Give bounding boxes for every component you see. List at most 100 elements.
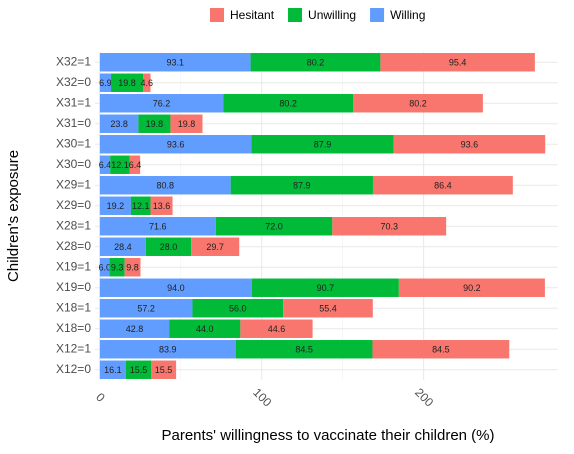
bar-segment xyxy=(145,237,192,256)
data-label: 57.2 xyxy=(137,304,155,314)
bar-segment xyxy=(124,258,141,277)
bar-segment xyxy=(252,278,399,297)
data-label: 28.4 xyxy=(114,242,132,252)
legend-swatch xyxy=(288,8,303,22)
bar-segment xyxy=(353,94,483,113)
data-label: 23.8 xyxy=(110,119,128,129)
x-tick-label: 200 xyxy=(412,385,436,409)
data-label: 19.8 xyxy=(118,78,136,88)
bar-segment xyxy=(372,340,510,359)
bar-segment xyxy=(99,258,110,277)
legend-label: Hesitant xyxy=(230,8,275,22)
data-label: 28.0 xyxy=(160,242,178,252)
data-label: 9.3 xyxy=(111,263,124,273)
data-label: 84.5 xyxy=(295,345,313,355)
data-label: 55.4 xyxy=(319,304,337,314)
legend-swatch xyxy=(370,8,385,22)
data-label: 12.1 xyxy=(132,201,150,211)
data-label: 76.2 xyxy=(153,99,171,109)
bar-segment xyxy=(393,135,546,154)
bar-segment xyxy=(99,360,126,379)
bar-segment xyxy=(215,217,333,236)
bar-segment xyxy=(99,278,253,297)
y-tick-label: X30=0 xyxy=(56,157,91,171)
data-label: 93.1 xyxy=(166,58,184,68)
data-label: 15.5 xyxy=(155,365,173,375)
data-label: 83.9 xyxy=(159,345,177,355)
legend-label: Willing xyxy=(390,8,425,22)
bar-segment xyxy=(99,340,236,359)
data-label: 84.5 xyxy=(432,345,450,355)
data-label: 42.8 xyxy=(126,324,144,334)
bar-segment xyxy=(372,176,513,195)
bar-segment xyxy=(99,237,146,256)
bar-segment xyxy=(111,73,144,92)
data-label: 6.4 xyxy=(99,160,112,170)
data-label: 29.7 xyxy=(206,242,224,252)
bar-segment xyxy=(283,299,373,318)
data-label: 95.4 xyxy=(449,58,467,68)
bar-segment xyxy=(151,360,177,379)
y-tick-label: X29=0 xyxy=(56,198,91,212)
bar-segment xyxy=(191,237,240,256)
data-label: 9.8 xyxy=(126,263,139,273)
bar-segment xyxy=(99,135,252,154)
data-label: 56.0 xyxy=(229,304,247,314)
data-label: 4.6 xyxy=(141,78,154,88)
y-tick-label: X28=0 xyxy=(56,239,91,253)
data-label: 93.6 xyxy=(167,140,185,150)
bar-segment xyxy=(99,299,193,318)
data-label: 6.9 xyxy=(99,78,112,88)
y-tick-label: X31=1 xyxy=(56,95,91,109)
bar-segment xyxy=(150,196,173,215)
data-label: 90.2 xyxy=(463,283,481,293)
data-label: 19.8 xyxy=(146,119,164,129)
bar-segment xyxy=(398,278,545,297)
y-tick-label: X19=1 xyxy=(56,259,91,273)
bar-segment xyxy=(99,196,131,215)
bar-segment xyxy=(169,319,241,338)
y-tick-label: X12=0 xyxy=(56,362,91,376)
bar-segment xyxy=(143,73,151,92)
y-tick-label: X32=1 xyxy=(56,54,91,68)
bar-segment xyxy=(250,53,381,72)
data-label: 93.6 xyxy=(461,140,479,150)
bar-segment xyxy=(380,53,535,72)
bar-segment xyxy=(192,299,284,318)
bar-segment xyxy=(99,217,216,236)
bar-segment xyxy=(99,155,111,174)
bar-segment xyxy=(138,114,171,133)
data-label: 94.0 xyxy=(167,283,185,293)
bar-segment xyxy=(170,114,203,133)
data-label: 87.9 xyxy=(314,140,332,150)
data-label: 80.2 xyxy=(409,99,427,109)
y-tick-label: X18=0 xyxy=(56,321,91,335)
x-tick-label: 100 xyxy=(250,385,274,409)
data-label: 86.4 xyxy=(434,181,452,191)
data-label: 6.0 xyxy=(98,263,111,273)
data-label: 80.8 xyxy=(156,181,174,191)
y-tick-label: X32=0 xyxy=(56,75,91,89)
data-label: 72.0 xyxy=(265,222,283,232)
bar-segment xyxy=(332,217,447,236)
y-tick-label: X12=1 xyxy=(56,341,91,355)
data-label: 70.3 xyxy=(380,222,398,232)
data-label: 13.6 xyxy=(153,201,171,211)
bar-segment xyxy=(240,319,313,338)
bar-segment xyxy=(110,155,130,174)
bar-segment xyxy=(125,360,152,379)
x-axis-title: Parents' willingness to vaccinate their … xyxy=(161,427,494,444)
data-label: 44.6 xyxy=(268,324,286,334)
data-label: 87.9 xyxy=(293,181,311,191)
legend-swatch xyxy=(210,8,224,22)
bar-segment xyxy=(99,114,139,133)
legend-label: Unwilling xyxy=(308,8,356,22)
data-label: 19.2 xyxy=(107,201,125,211)
bar-segment xyxy=(99,73,112,92)
bar-segment xyxy=(99,94,224,113)
y-tick-label: X30=1 xyxy=(56,136,91,150)
bar-segment xyxy=(99,176,231,195)
data-label: 15.5 xyxy=(130,365,148,375)
data-label: 44.0 xyxy=(196,324,214,334)
